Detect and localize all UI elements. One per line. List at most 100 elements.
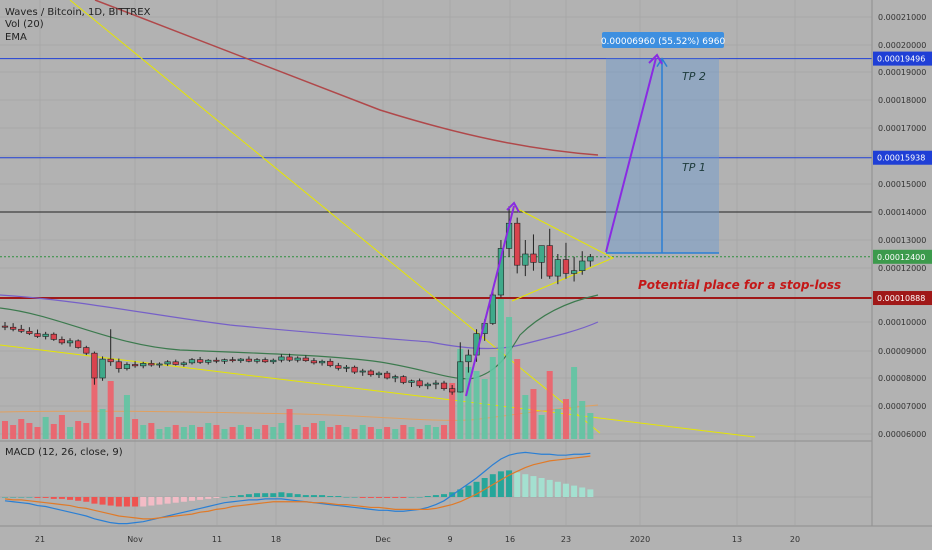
candle-body <box>440 382 448 389</box>
candle-body <box>392 376 399 379</box>
candle-body <box>164 361 171 365</box>
volume-bar <box>42 417 49 439</box>
impulse-arrow[interactable] <box>465 205 515 397</box>
candle-body <box>457 361 464 393</box>
volume-bar <box>319 421 326 439</box>
price-level-tag[interactable] <box>873 150 932 165</box>
candle-body <box>197 359 204 363</box>
macd-hist-bar <box>319 495 326 497</box>
candle-body <box>359 370 366 373</box>
candle-body <box>172 361 179 365</box>
macd-hist-bar <box>327 496 334 497</box>
volume-bar <box>180 427 187 439</box>
volume-bar <box>473 371 480 439</box>
macd-hist-bar <box>75 497 82 501</box>
price-tick-label: 0.00006000 <box>878 430 926 439</box>
price-tick-label: 0.00014000 <box>878 208 926 217</box>
volume-bar <box>262 425 269 439</box>
macd-hist-bar <box>221 497 228 498</box>
macd-hist-bar <box>546 479 553 497</box>
price-level-tag[interactable] <box>873 291 932 306</box>
candle-body <box>570 270 578 274</box>
ema-indicator-label[interactable]: EMA <box>5 32 27 43</box>
price-level-tag-label: 0.00012400 <box>877 253 925 262</box>
price-level-tag-label: 0.00015938 <box>877 154 925 163</box>
candle-body <box>18 328 25 332</box>
candle-body <box>180 362 187 365</box>
macd-hist-bar <box>351 497 358 498</box>
time-tick-label: 9 <box>447 535 452 544</box>
volume-bar <box>522 395 529 439</box>
macd-hist-bar <box>156 497 163 505</box>
candle-body <box>416 380 423 387</box>
macd-hist-bar <box>213 497 220 498</box>
volume-bar <box>91 377 98 439</box>
volume-bars <box>2 299 594 439</box>
volume-bar <box>375 429 382 439</box>
volume-bar <box>587 413 594 439</box>
macd-hist-bar <box>50 497 57 499</box>
volume-indicator-label[interactable]: Vol (20) <box>5 19 44 30</box>
macd-hist-bar <box>18 497 25 498</box>
volume-bar <box>497 299 504 439</box>
macd-hist-bar <box>229 496 236 497</box>
macd-hist-bar <box>424 496 431 497</box>
candle-body <box>1 325 9 328</box>
volume-bar <box>107 381 114 439</box>
volume-bar <box>99 409 106 439</box>
price-level-tag[interactable] <box>873 51 932 66</box>
candle-body <box>140 363 147 367</box>
macd-hist-bar <box>148 497 155 506</box>
time-tick-label: 23 <box>561 535 571 544</box>
macd-hist-bar <box>10 497 17 498</box>
macd-hist-bar <box>432 495 439 497</box>
triangle-pattern[interactable] <box>511 206 615 302</box>
candle-body <box>99 358 106 379</box>
macd-hist-bar <box>384 497 391 498</box>
volume-bar <box>221 429 228 439</box>
candle-body <box>465 354 472 363</box>
drawings[interactable]: 0.00006960 (55.52%) 6960 TP 2 TP 1 Potentia… <box>465 32 841 397</box>
ema-slow-line <box>0 294 599 350</box>
macd-hist-bar <box>310 495 317 497</box>
lower-trendline[interactable] <box>0 344 756 438</box>
symbol-title[interactable]: Waves / Bitcoin, 1D, BITTREX <box>5 7 151 18</box>
macd-hist-bar <box>107 497 114 506</box>
volume-bar <box>50 424 57 439</box>
time-tick-label: Nov <box>127 535 143 544</box>
volume-bar <box>351 429 358 439</box>
candle-body <box>424 383 431 387</box>
price-level-tag-label: 0.00010888 <box>877 294 925 303</box>
candle-body <box>75 340 82 348</box>
price-tick-label: 0.00020000 <box>878 41 926 50</box>
macd-hist-bar <box>180 497 187 502</box>
time-tick-label: 21 <box>35 535 45 544</box>
macd-hist-bar <box>514 472 521 497</box>
macd-hist-bar <box>278 492 285 497</box>
volume-bar <box>571 367 578 439</box>
volume-bar <box>18 419 25 439</box>
candle-body <box>270 359 277 363</box>
candle-body <box>58 339 66 344</box>
price-tick-label: 0.00010000 <box>878 318 926 327</box>
volume-bar <box>254 429 261 439</box>
macd-indicator-label[interactable]: MACD (12, 26, close, 9) <box>5 447 123 458</box>
volume-bar <box>489 357 496 439</box>
projection-arrow[interactable] <box>605 57 657 253</box>
macd-hist-bar <box>237 495 244 497</box>
candle-body <box>327 360 334 366</box>
candle-body <box>205 359 212 363</box>
macd-hist-bar <box>286 493 293 497</box>
time-axis-bg <box>0 526 932 550</box>
macd-hist-bar <box>91 497 98 504</box>
macd-hist-bar <box>587 489 594 497</box>
price-level-tag[interactable] <box>873 249 932 264</box>
volume-bar <box>188 425 195 439</box>
projection-arrowhead <box>648 53 663 65</box>
time-tick-label: 16 <box>505 535 515 544</box>
tp2-label: TP 2 <box>682 70 706 83</box>
macd-hist-bar <box>302 495 309 497</box>
volume-bar <box>343 427 350 439</box>
